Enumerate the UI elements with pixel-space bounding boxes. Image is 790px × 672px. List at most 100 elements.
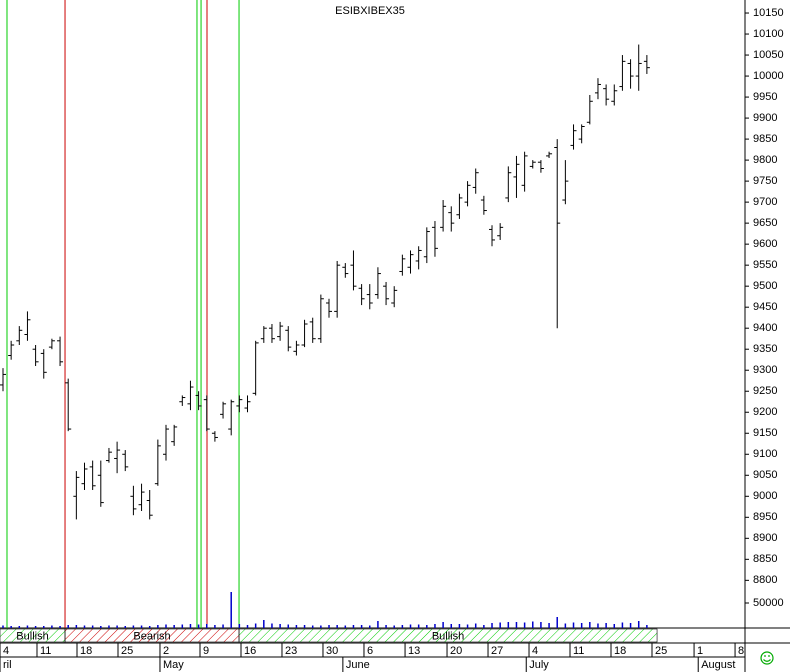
month-label: ril	[3, 659, 12, 671]
volume-bar	[507, 622, 510, 628]
volume-bar	[360, 625, 363, 628]
band-label: Bearish	[133, 630, 170, 642]
y-tick-label: 8900	[753, 532, 777, 544]
volume-bar	[442, 622, 444, 628]
volume-bar	[377, 621, 379, 628]
volume-bar	[157, 625, 159, 628]
y-tick-label: 10150	[753, 7, 784, 19]
y-tick-label: 9900	[753, 112, 777, 124]
volume-bar	[491, 623, 493, 628]
x-tick-label: 4	[3, 645, 9, 657]
volume-bar	[401, 625, 404, 628]
volume-bar	[206, 624, 208, 628]
volume-bar	[263, 620, 265, 628]
volume-bar	[238, 624, 241, 628]
x-tick-label: 13	[408, 645, 420, 657]
volume-bar	[43, 626, 45, 628]
volume-bar	[271, 623, 273, 628]
volume-bar	[483, 625, 485, 628]
y-tick-label: 8850	[753, 553, 777, 565]
x-tick-label: 2	[163, 645, 169, 657]
x-tick-label: 25	[121, 645, 133, 657]
volume-bar	[613, 624, 616, 628]
volume-bar	[597, 623, 599, 628]
volume-bar	[605, 623, 607, 628]
volume-bar	[540, 622, 542, 628]
x-tick-label: 11	[40, 645, 51, 657]
volume-bar	[369, 625, 371, 628]
volume-bar	[230, 592, 232, 628]
y-tick-label: 9100	[753, 448, 777, 460]
y-tick-label: 9950	[753, 91, 777, 103]
volume-bar	[426, 625, 428, 628]
y-tick-label: 9200	[753, 406, 777, 418]
volume-bar	[91, 625, 94, 628]
volume-bar	[26, 625, 29, 628]
volume-bar	[352, 625, 355, 628]
x-tick-label: 4	[532, 645, 538, 657]
volume-bar	[34, 626, 37, 628]
y-tick-label: 9050	[753, 469, 777, 481]
band-label: Bullish	[432, 630, 464, 642]
smiley	[760, 651, 774, 665]
volume-bar	[637, 621, 640, 628]
volume-bar	[75, 625, 78, 628]
volume-bar	[646, 625, 648, 628]
y-tick-label: 9750	[753, 175, 777, 187]
volume-bar	[621, 622, 624, 628]
y-tick-label: 9450	[753, 301, 777, 313]
volume-bar	[10, 626, 12, 628]
y-tick-label: 10000	[753, 70, 784, 82]
volume-bar	[589, 622, 591, 628]
volume-bar	[474, 623, 477, 628]
volume-bar	[466, 624, 469, 628]
y-tick-label: 10050	[753, 49, 784, 61]
x-tick-label: 8	[738, 645, 744, 657]
y-tick-label: 9250	[753, 385, 777, 397]
y-tick-label: 9400	[753, 322, 777, 334]
volume-bar	[515, 622, 518, 628]
volume-bar	[254, 623, 257, 628]
volume-bar	[499, 622, 501, 628]
volume-bar	[124, 626, 127, 628]
volume-bar	[564, 623, 567, 628]
volume-bar	[59, 626, 61, 628]
volume-bar	[548, 623, 550, 628]
x-tick-label: 25	[655, 645, 667, 657]
volume-bar	[222, 624, 224, 628]
volume-bar	[214, 625, 216, 628]
month-label: May	[163, 659, 184, 671]
volume-bar	[295, 625, 298, 628]
volume-bar	[303, 625, 306, 628]
y-tick-label: 9550	[753, 259, 777, 271]
volume-bar	[116, 625, 118, 628]
volume-bar	[385, 625, 387, 628]
x-tick-label: 6	[367, 645, 373, 657]
x-tick-label: 27	[491, 645, 503, 657]
volume-bar	[328, 625, 330, 628]
volume-bar	[165, 624, 167, 628]
volume-bar	[311, 625, 314, 628]
volume-bar	[173, 625, 175, 628]
x-tick-label: 30	[326, 645, 338, 657]
volume-tick-label: 50000	[753, 597, 784, 609]
volume-bar	[279, 624, 281, 628]
volume-bar	[189, 624, 192, 628]
volume-bar	[409, 624, 412, 628]
volume-bar	[148, 626, 151, 628]
volume-bar	[181, 624, 184, 628]
volume-bar	[246, 625, 249, 628]
month-label: August	[701, 659, 735, 671]
y-tick-label: 9300	[753, 364, 777, 376]
x-tick-label: 11	[573, 645, 584, 657]
volume-bar	[523, 622, 526, 628]
x-tick-label: 20	[450, 645, 462, 657]
y-tick-label: 8800	[753, 574, 777, 586]
volume-bar	[417, 624, 420, 628]
volume-bar	[450, 624, 453, 628]
volume-bar	[336, 625, 338, 628]
volume-bar	[458, 624, 461, 628]
volume-bar	[2, 625, 4, 628]
y-tick-label: 9600	[753, 238, 777, 250]
